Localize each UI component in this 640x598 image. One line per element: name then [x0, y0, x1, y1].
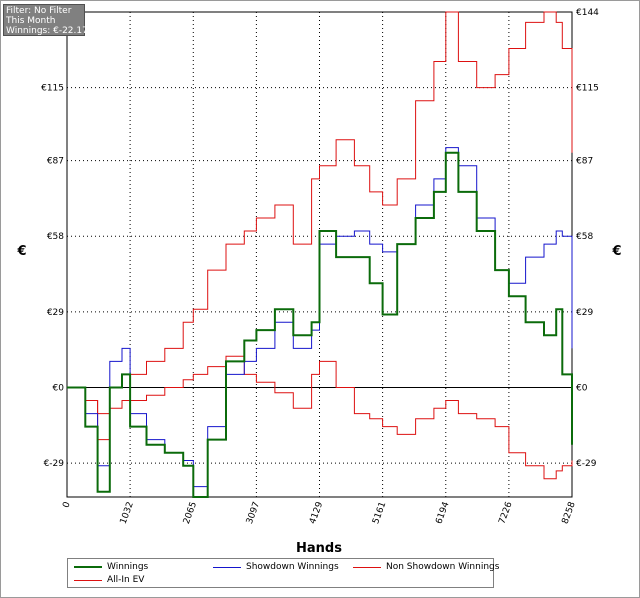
legend-label-winnings: Winnings [107, 562, 149, 572]
winnings-label: Winnings: €-22.17 [6, 26, 88, 36]
filter-label: Filter: No Filter [6, 6, 72, 16]
x-tick-label: 1032 [119, 501, 136, 526]
series-line-allin-ev [67, 11, 573, 441]
legend-label-allin-ev: All-In EV [107, 575, 145, 585]
legend-swatch-non-showdown [353, 566, 381, 568]
x-tick-label: 0 [61, 500, 72, 509]
legend-label-non-showdown: Non Showdown Winnings [386, 562, 500, 572]
legend-swatch-winnings [74, 566, 102, 568]
y-tick-label-left: €58 [47, 232, 64, 242]
x-tick-label: 5161 [371, 501, 388, 526]
y-tick-label-right: €144 [576, 8, 599, 18]
y-tick-label-right: €87 [576, 157, 593, 167]
x-tick-label: 3097 [245, 501, 262, 526]
legend-item-winnings: Winnings [74, 561, 148, 573]
x-tick-label: 6194 [434, 500, 451, 525]
y-tick-label-right: €58 [576, 232, 593, 242]
x-tick-label: 4129 [308, 500, 325, 525]
x-tick-label: 2065 [182, 501, 199, 526]
y-tick-label-left: €115 [41, 84, 64, 94]
y-tick-label-right: €-29 [576, 459, 597, 469]
y-tick-label-right: €115 [576, 84, 599, 94]
series-line-winnings [67, 151, 573, 498]
x-axis-title: Hands [296, 541, 342, 556]
y-tick-label-right: €29 [576, 308, 593, 318]
legend-item-non-showdown: Non Showdown Winnings [353, 561, 499, 573]
legend-swatch-allin-ev [74, 579, 102, 581]
x-tick-label: 7226 [497, 500, 514, 525]
x-tick-label: 8258 [561, 500, 578, 525]
legend-item-allin-ev: All-In EV [74, 574, 144, 586]
legend-swatch-showdown [213, 566, 241, 568]
legend-item-showdown: Showdown Winnings [213, 561, 339, 573]
chart-legend: Winnings Showdown Winnings Non Showdown … [67, 558, 499, 588]
legend-label-showdown: Showdown Winnings [246, 562, 339, 572]
y-tick-label-left: €87 [47, 157, 64, 167]
y-tick-label-left: €0 [53, 383, 65, 393]
y-tick-label-left: €29 [47, 308, 64, 318]
y-tick-label-left: €-29 [44, 459, 65, 469]
y-axis-title-right: € [611, 244, 621, 259]
filter-info-box: Filter: No Filter This Month Winnings: €… [3, 4, 88, 36]
period-label: This Month [6, 16, 56, 26]
series-layer [67, 11, 573, 498]
y-axis-title-left: € [16, 244, 26, 259]
y-tick-label-right: €0 [576, 383, 588, 393]
series-line-non-showdown [67, 355, 573, 480]
